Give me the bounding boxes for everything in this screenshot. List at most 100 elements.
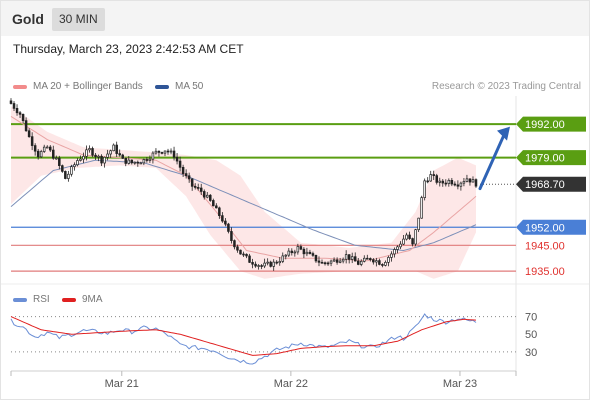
candle-body [465, 178, 469, 182]
candle-body [302, 248, 306, 255]
rsi-tick-50: 50 [525, 329, 537, 341]
candle-body [450, 179, 454, 185]
candle-body [402, 238, 405, 245]
candle-body [462, 181, 466, 184]
candle-body [218, 207, 221, 216]
candle-body [432, 174, 435, 176]
candle-body [423, 180, 426, 198]
candle-body [15, 108, 19, 114]
candle-body [381, 264, 384, 266]
legend-ma50-label: MA 50 [175, 81, 204, 92]
candle-body [471, 179, 475, 183]
candle-body [187, 175, 191, 180]
candle-body [127, 159, 131, 164]
candle-body [136, 161, 140, 164]
timeframe-badge[interactable]: 30 MIN [52, 8, 105, 31]
candle-body [190, 178, 194, 187]
legend-rsi-ma: 9MA [62, 294, 103, 305]
candle-body [387, 257, 390, 263]
candle-body [378, 260, 381, 265]
candle-body [308, 251, 312, 254]
candle-body [320, 261, 324, 264]
candle-body [335, 259, 339, 263]
price-tag-1952.00 [516, 219, 586, 235]
candle-body [202, 191, 206, 198]
candle-body [67, 173, 70, 179]
candle-body [393, 249, 396, 255]
candle-body [459, 182, 463, 187]
candle-body [329, 260, 333, 264]
candle-body [154, 150, 158, 154]
candle-body [166, 150, 170, 153]
candle-body [278, 261, 281, 264]
candle-body [299, 246, 303, 250]
candle-body [272, 261, 275, 267]
candle-body [196, 187, 200, 189]
price-tag-1979.00 [516, 150, 586, 166]
candle-body [408, 234, 411, 239]
candle-body [73, 164, 76, 168]
candle-body [33, 145, 37, 152]
candle-body [296, 246, 300, 253]
price-label-1952.00: 1952.00 [525, 222, 565, 234]
rsi-line [10, 313, 477, 365]
candle-body [366, 257, 369, 260]
candle-body [414, 229, 417, 245]
legend-ma20-label: MA 20 + Bollinger Bands [33, 81, 143, 92]
candle-body [275, 261, 278, 264]
price-label-1968.70: 1968.70 [525, 179, 565, 191]
candle-body [230, 231, 233, 241]
candle-body [30, 136, 34, 146]
candle-body [384, 261, 387, 266]
candle-body [97, 155, 100, 158]
candle-body [263, 262, 266, 267]
candle-body [124, 157, 127, 164]
candle-body [390, 253, 393, 258]
candle-body [178, 160, 182, 168]
candle-body [372, 259, 375, 263]
candle-body [375, 260, 378, 263]
price-tag-1968.70 [516, 176, 586, 192]
candle-body [251, 262, 254, 265]
candle-body [435, 175, 439, 183]
legend-rsi-label: RSI [33, 294, 50, 305]
candle-body [323, 262, 327, 265]
candles [9, 98, 478, 271]
time-tick-Mar-23: Mar 23 [443, 378, 477, 390]
candle-body [163, 150, 167, 154]
candle-body [353, 256, 357, 262]
price-label-1945.00: 1945.00 [525, 240, 565, 252]
ma50-line [10, 159, 477, 252]
candle-body [338, 260, 342, 263]
candle-body [169, 150, 173, 153]
candle-body [21, 113, 25, 121]
rsi-tick-70: 70 [525, 312, 537, 324]
candle-body [248, 255, 251, 263]
candle-body [405, 234, 408, 240]
candle-body [145, 159, 149, 161]
rsi-ma-swatch [62, 297, 76, 302]
candle-body [160, 152, 164, 154]
candle-body [474, 179, 478, 187]
candle-body [85, 149, 88, 157]
bollinger-band-area [11, 106, 476, 279]
candle-body [326, 262, 330, 265]
candle-body [456, 184, 460, 187]
candle-body [227, 223, 230, 232]
price-label-1992.00: 1992.00 [525, 119, 565, 131]
candle-body [236, 246, 239, 251]
candle-body [369, 258, 372, 261]
candle-body [257, 265, 260, 267]
timestamp: Thursday, March 23, 2023 2:42:53 AM CET [13, 42, 244, 56]
candle-body [284, 254, 288, 257]
candle-body [88, 148, 91, 151]
candle-body [9, 100, 13, 104]
candle-body [91, 148, 94, 156]
candle-body [181, 166, 185, 174]
candle-body [233, 240, 236, 248]
candle-body [281, 255, 285, 262]
candle-body [287, 250, 291, 256]
candle-body [305, 251, 309, 255]
candle-body [139, 162, 143, 165]
